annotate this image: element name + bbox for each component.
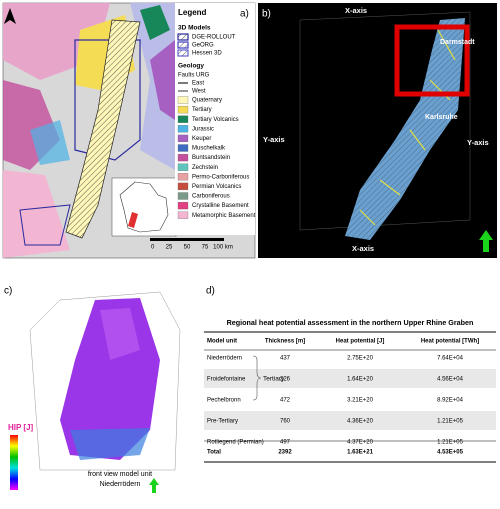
legend-swatch: [177, 105, 189, 114]
table-cell: Froidefontaine: [207, 377, 246, 383]
legend-swatch: [177, 182, 189, 191]
legend-swatch: [177, 134, 189, 143]
legend-entry: Jurassic: [192, 126, 214, 132]
legend-swatch: [177, 153, 189, 162]
legend-swatch: [177, 41, 189, 49]
legend-swatch: [177, 96, 189, 104]
table-header: Model unit: [207, 339, 237, 345]
legend-swatch: [177, 211, 189, 219]
table-title: Regional heat potential assessment in th…: [227, 318, 474, 327]
legend-swatch: [177, 201, 189, 210]
panel-label: c): [4, 286, 12, 297]
legend-entry: East: [192, 81, 204, 87]
table-cell: 4.37E+20: [347, 440, 374, 446]
table-cell: 3.21E+20: [347, 398, 374, 404]
legend-entry: Keuper: [192, 136, 211, 142]
table-cell: 8.92E+04: [437, 398, 464, 404]
legend-swatch: [177, 49, 189, 57]
legend-heading: 3D Models: [178, 25, 211, 32]
scale-label: 100 km: [213, 245, 233, 251]
table-cell: 472: [280, 398, 291, 404]
caption: Niederrödern: [100, 481, 141, 488]
panel-label: d): [206, 286, 215, 297]
table-total: 2392: [278, 450, 292, 456]
scale-label: 50: [184, 245, 191, 251]
table-header: Thickness [m]: [265, 339, 305, 345]
table-cell: 1.21E+05: [437, 419, 464, 425]
legend-entry: Permian Volcanics: [192, 184, 241, 190]
table-cell: 1.21E+05: [437, 440, 464, 446]
legend-entry: Zechstein: [192, 165, 218, 171]
legend-heading: Faults URG: [178, 73, 210, 79]
table-cell: 2.75E+20: [347, 356, 374, 362]
scale-label: 75: [202, 245, 209, 251]
table-cell: 4.56E+04: [437, 377, 464, 383]
model-3d-panel: [258, 3, 497, 258]
table-total: 4.53E+05: [437, 450, 464, 456]
table-header: Heat potential [J]: [336, 339, 385, 345]
table-lines: [204, 331, 496, 463]
legend-entry: DGE-ROLLOUT: [192, 35, 236, 41]
table-cell: 1.64E+20: [347, 377, 374, 383]
scale-label: 25: [166, 245, 173, 251]
scale-label: 0: [151, 245, 155, 251]
legend-entry: Crystalline Basement: [192, 203, 249, 209]
map-panel: [2, 2, 256, 259]
table-cell: Pre-Tertiary: [207, 419, 238, 425]
model-front-panel: [10, 291, 181, 493]
legend-entry: GeORG: [192, 43, 214, 49]
legend-title: Legend: [178, 8, 207, 17]
group-label: Tertiary: [263, 376, 285, 383]
table-cell: 7.64E+04: [437, 356, 464, 362]
legend-entry: Hessen 3D: [192, 51, 222, 57]
legend-entry: Quaternary: [192, 98, 222, 104]
place-label: Darmstadt: [440, 39, 475, 46]
axis-label: X-axis: [345, 6, 367, 15]
legend-entry: Tertiary: [192, 107, 212, 113]
caption: front view model unit: [88, 471, 152, 478]
legend-swatch: [177, 163, 189, 171]
table-cell: 4.36E+20: [347, 419, 374, 425]
legend-entry: Tertiary Volcanics: [192, 117, 239, 123]
panel-label: b): [262, 9, 271, 20]
table-cell: 497: [280, 440, 291, 446]
place-label: Karlsruhe: [425, 114, 458, 121]
table-cell: 437: [280, 356, 291, 362]
table-cell: 226: [280, 377, 291, 383]
legend-swatch: [177, 173, 189, 181]
table-cell: Rotliegend (Permian): [207, 440, 264, 446]
table-cell: Pechelbronn: [207, 398, 241, 404]
table-header: Heat potential [TWh]: [421, 339, 479, 345]
legend-heading: Geology: [178, 63, 204, 70]
table-cell: 760: [280, 419, 291, 425]
legend-swatch: [177, 144, 189, 152]
legend-swatch: [177, 192, 189, 200]
axis-label: X-axis: [352, 244, 374, 253]
legend-entry: Carboniferous: [192, 194, 230, 200]
legend-entry: Permo-Carboniferous: [192, 174, 249, 180]
legend-entry: Buntsandstein: [192, 155, 230, 161]
colorbar-title: HIP [J]: [8, 423, 34, 432]
legend-swatch: [177, 125, 189, 133]
legend-entry: Muschelkalk: [192, 146, 226, 152]
axis-label: Y-axis: [263, 135, 285, 144]
legend-entry: West: [192, 89, 206, 95]
table-total: 1.63E+21: [347, 450, 374, 456]
panel-label: a): [240, 9, 249, 20]
table-cell: Niederrödern: [207, 356, 242, 362]
legend-entry: Metamorphic Basement: [192, 213, 256, 219]
legend-swatch: [177, 115, 189, 123]
legend-swatch: [177, 33, 189, 41]
table-total: Total: [207, 450, 221, 456]
axis-label: Y-axis: [467, 138, 489, 147]
